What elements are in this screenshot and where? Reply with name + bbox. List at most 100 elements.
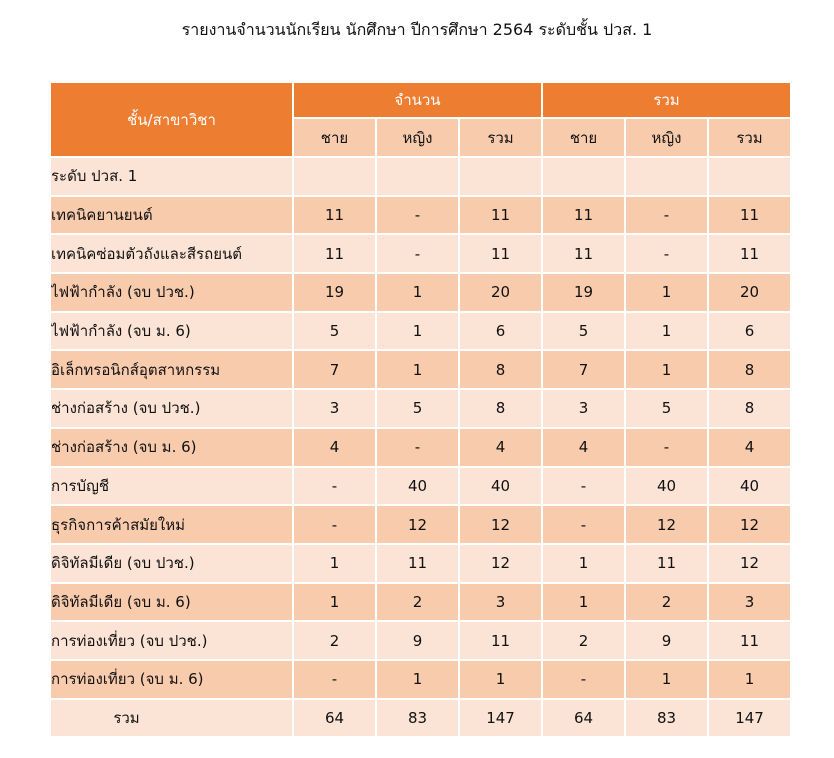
row-value: 7 bbox=[541, 349, 627, 391]
table-row: การท่องเที่ยว (จบ ปวช.) 2 9 11 2 9 11 bbox=[49, 620, 793, 661]
row-value: 11 bbox=[457, 233, 544, 275]
row-value: 11 bbox=[707, 233, 793, 275]
header-group-count: จำนวน bbox=[291, 81, 544, 119]
row-value: - bbox=[375, 233, 460, 275]
row-value bbox=[292, 156, 377, 197]
row-label: ธุรกิจการค้าสมัยใหม่ bbox=[49, 504, 294, 545]
row-value: 147 bbox=[707, 697, 793, 739]
subheader-male: ชาย bbox=[541, 117, 627, 158]
row-value: - bbox=[624, 233, 710, 275]
row-value: 8 bbox=[457, 349, 544, 391]
row-value: 11 bbox=[541, 233, 627, 275]
row-value: 83 bbox=[624, 697, 710, 739]
row-value: 3 bbox=[457, 581, 544, 623]
table-body: ระดับ ปวส. 1 เทคนิคยานยนต์ 11-11 11-11 เทคนิ… bbox=[49, 156, 793, 739]
table-row: ดิจิทัลมีเดีย (จบ ม. 6) 1 2 3 1 2 3 bbox=[49, 581, 793, 623]
row-value: 11 bbox=[707, 194, 793, 236]
row-value: 11 bbox=[541, 194, 627, 236]
row-value bbox=[707, 156, 793, 197]
row-value: 5 bbox=[375, 388, 460, 429]
row-value: 147 bbox=[457, 697, 544, 739]
report-title: รายงานจำนวนนักเรียน นักศึกษา ปีการศึกษา … bbox=[181, 20, 653, 39]
row-value: 5 bbox=[624, 388, 710, 429]
row-value: 1 bbox=[457, 658, 544, 700]
header-row: ชั้น/สาขาวิชา จำนวน รวม bbox=[49, 81, 793, 158]
row-value: - bbox=[541, 504, 627, 545]
row-value: 1 bbox=[292, 542, 377, 584]
row-value: 1 bbox=[541, 581, 627, 623]
row-value: 83 bbox=[375, 697, 460, 739]
table-row: ดิจิทัลมีเดีย (จบ ปวช.) 1 11 12 1 11 12 bbox=[49, 542, 793, 584]
row-value: - bbox=[375, 426, 460, 468]
row-label: เทคนิคซ่อมตัวถังและสีรถยนต์ bbox=[49, 233, 294, 275]
row-value: - bbox=[292, 658, 377, 700]
row-value: 20 bbox=[707, 272, 793, 313]
row-value: 3 bbox=[292, 388, 377, 429]
row-value: 1 bbox=[707, 658, 793, 700]
row-value: 20 bbox=[457, 272, 544, 313]
row-value: 11 bbox=[292, 194, 377, 236]
row-label: ช่างก่อสร้าง (จบ ม. 6) bbox=[49, 426, 294, 468]
row-value: 12 bbox=[624, 504, 710, 545]
row-value: 1 bbox=[375, 272, 460, 313]
table-row: การท่องเที่ยว (จบ ม. 6) -1 1-1 1 bbox=[49, 658, 793, 700]
row-value: - bbox=[375, 194, 460, 236]
row-label: อิเล็กทรอนิกส์อุตสาหกรรม bbox=[49, 349, 294, 391]
row-label: ระดับ ปวส. 1 bbox=[49, 156, 294, 197]
row-value: 6 bbox=[707, 310, 793, 352]
row-value: 64 bbox=[292, 697, 377, 739]
table-row: ช่างก่อสร้าง (จบ ม. 6) 4-4 4-4 bbox=[49, 426, 793, 468]
table-row: ช่างก่อสร้าง (จบ ปวช.) 3 5 8 3 5 8 bbox=[49, 388, 793, 429]
row-value: 7 bbox=[292, 349, 377, 391]
subheader-row: ชาย หญิง รวม ชาย หญิง รวม bbox=[50, 117, 793, 158]
row-value: 3 bbox=[541, 388, 627, 429]
subheader-female: หญิง bbox=[624, 117, 710, 158]
subheader-sum: รวม bbox=[457, 117, 544, 158]
row-value: 2 bbox=[541, 620, 627, 661]
row-value: 19 bbox=[292, 272, 377, 313]
subheader-female: หญิง bbox=[375, 117, 460, 158]
row-value bbox=[375, 156, 460, 197]
row-value: 1 bbox=[624, 658, 710, 700]
row-value: - bbox=[541, 658, 627, 700]
row-value: 5 bbox=[292, 310, 377, 352]
row-value: 1 bbox=[375, 349, 460, 391]
row-label: การท่องเที่ยว (จบ ม. 6) bbox=[49, 658, 294, 700]
row-value: 12 bbox=[707, 542, 793, 584]
row-value: 4 bbox=[457, 426, 544, 468]
subheader-sum: รวม bbox=[707, 117, 793, 158]
row-value: 8 bbox=[707, 388, 793, 429]
row-value: 11 bbox=[292, 233, 377, 275]
row-label: การบัญชี bbox=[49, 465, 294, 507]
row-value: 1 bbox=[624, 272, 710, 313]
row-value bbox=[541, 156, 627, 197]
table-row: ไฟฟ้ากำลัง (จบ ปวช.) 19 1 20 19 1 20 bbox=[49, 272, 793, 313]
row-value bbox=[457, 156, 544, 197]
row-value: 11 bbox=[375, 542, 460, 584]
row-value: 12 bbox=[457, 504, 544, 545]
row-value: 12 bbox=[707, 504, 793, 545]
row-value: 11 bbox=[707, 620, 793, 661]
row-value: 1 bbox=[624, 349, 710, 391]
row-value: 2 bbox=[624, 581, 710, 623]
row-value: 11 bbox=[457, 194, 544, 236]
row-label: ดิจิทัลมีเดีย (จบ ม. 6) bbox=[49, 581, 294, 623]
row-label: ไฟฟ้ากำลัง (จบ ปวช.) bbox=[49, 272, 294, 313]
row-value: - bbox=[292, 465, 377, 507]
table-row: อิเล็กทรอนิกส์อุตสาหกรรม 7 1 8 7 1 8 bbox=[49, 349, 793, 391]
row-value bbox=[624, 156, 710, 197]
row-value: 2 bbox=[292, 620, 377, 661]
row-value: 8 bbox=[457, 388, 544, 429]
table-row: ระดับ ปวส. 1 bbox=[49, 156, 793, 197]
header-group-total: รวม bbox=[541, 81, 793, 119]
row-value: 1 bbox=[375, 658, 460, 700]
row-value: 4 bbox=[292, 426, 377, 468]
table-row: ธุรกิจการค้าสมัยใหม่ -12 12-12 12 bbox=[49, 504, 793, 545]
row-label: รวม bbox=[49, 697, 294, 739]
row-value: 64 bbox=[541, 697, 627, 739]
row-value: 11 bbox=[624, 542, 710, 584]
row-value: 40 bbox=[624, 465, 710, 507]
row-label: ดิจิทัลมีเดีย (จบ ปวช.) bbox=[49, 542, 294, 584]
row-value: 3 bbox=[707, 581, 793, 623]
row-value: - bbox=[624, 426, 710, 468]
